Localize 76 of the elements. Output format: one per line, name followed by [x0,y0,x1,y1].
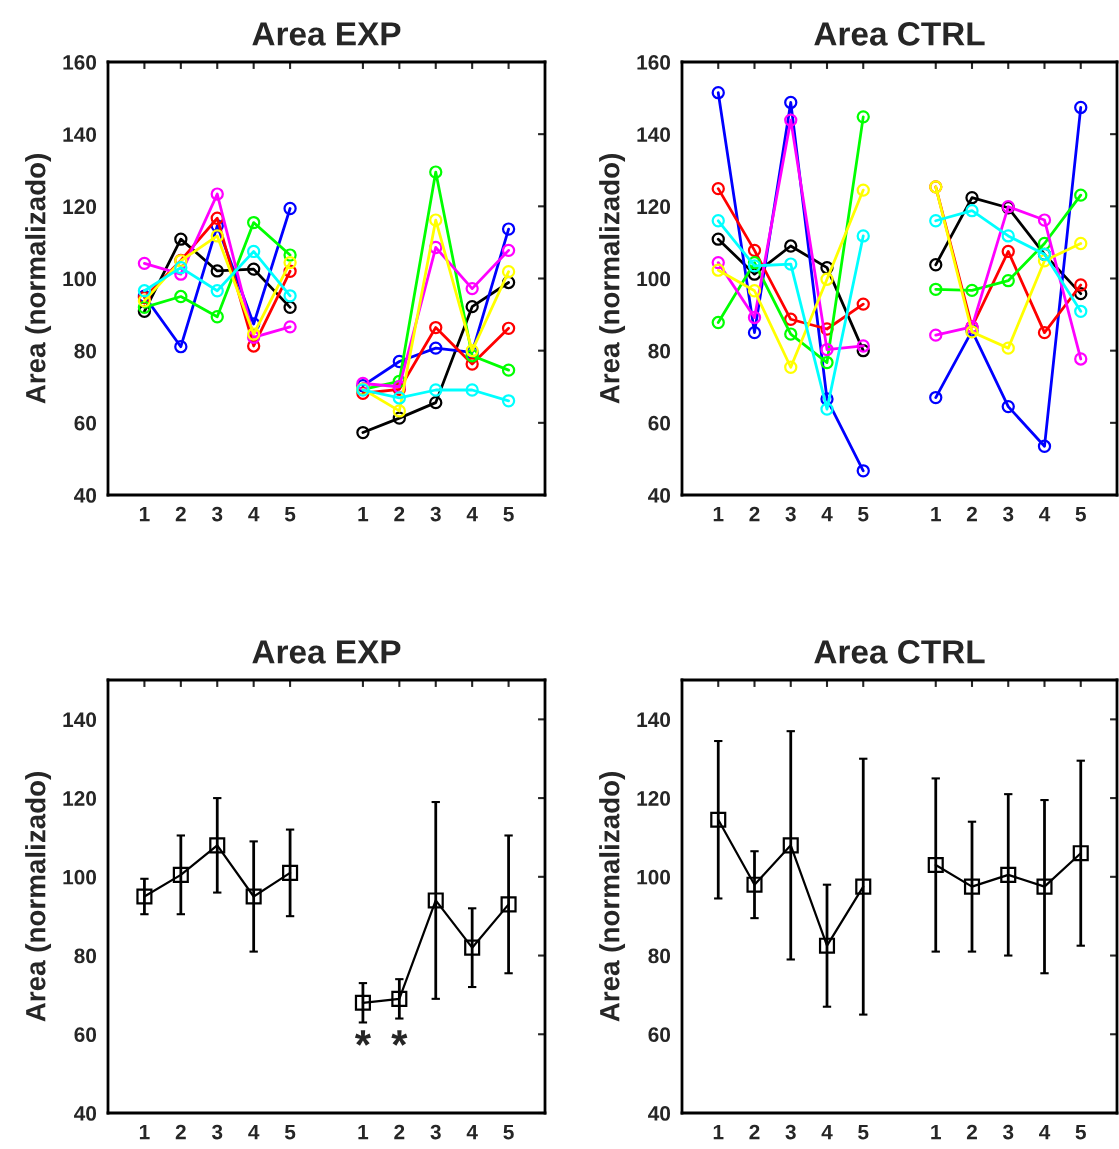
x-tick-label: 3 [785,1124,796,1140]
y-axis-title: Area (normalizado) [599,772,626,1022]
x-tick-label: 2 [175,1124,186,1140]
y-tick-label: 60 [74,1027,97,1043]
x-tick-label: 5 [858,1124,869,1140]
x-tick-label: 5 [503,506,514,522]
annotation: * [354,1030,371,1046]
x-tick-label: 3 [785,506,796,522]
y-tick-label: 140 [637,712,671,728]
x-tick-label: 2 [394,1124,405,1140]
y-tick-label: 60 [648,415,671,431]
annotation: * [391,1030,408,1046]
x-tick-label: 2 [966,1124,977,1140]
y-axis-title: Area (normalizado) [25,154,52,404]
chart-title: Area EXP [252,22,401,46]
y-tick-label: 100 [63,869,97,885]
chart-title: Area CTRL [814,22,985,46]
y-tick-label: 80 [74,343,97,359]
x-tick-label: 1 [358,1124,369,1140]
y-tick-label: 140 [637,127,671,142]
x-tick-label: 1 [931,1124,941,1140]
x-tick-label: 4 [248,506,260,522]
y-tick-label: 100 [637,869,671,885]
y-tick-label: 60 [648,1027,671,1043]
x-tick-label: 5 [503,1124,514,1140]
x-tick-label: 3 [430,506,441,522]
x-tick-label: 2 [966,506,977,522]
x-tick-label: 2 [749,1124,760,1140]
x-tick-label: 3 [1002,1124,1014,1140]
x-tick-label: 2 [394,506,405,522]
y-tick-label: 160 [63,55,97,70]
x-tick-label: 2 [175,506,186,522]
x-tick-label: 5 [1075,1124,1086,1140]
x-tick-label: 4 [248,1124,260,1140]
x-tick-label: 4 [821,1124,833,1140]
chart-title: Area EXP [252,640,401,664]
x-tick-label: 3 [430,1124,441,1140]
y-tick-label: 100 [637,271,671,287]
x-tick-label: 1 [713,1124,724,1140]
x-tick-label: 1 [931,506,941,522]
x-tick-label: 1 [713,506,724,522]
x-tick-label: 5 [858,506,869,522]
y-tick-label: 100 [63,271,97,287]
y-tick-label: 80 [648,948,671,964]
x-tick-label: 3 [211,506,223,522]
x-tick-label: 1 [139,1124,150,1140]
y-tick-label: 80 [74,948,97,964]
y-axis-title: Area (normalizado) [599,154,626,404]
y-tick-label: 120 [63,199,97,215]
y-tick-label: 40 [74,1106,97,1121]
y-tick-label: 60 [74,415,97,431]
y-tick-label: 40 [648,1106,671,1121]
y-tick-label: 120 [63,791,97,806]
y-tick-label: 160 [637,55,671,70]
y-tick-label: 140 [63,127,97,142]
x-tick-label: 5 [1075,506,1086,522]
x-tick-label: 3 [211,1124,223,1140]
x-tick-label: 4 [1039,1124,1051,1140]
x-tick-label: 5 [284,1124,296,1140]
y-axis-title: Area (normalizado) [25,772,52,1022]
y-tick-label: 40 [74,488,97,503]
chart-title: Area CTRL [814,640,985,664]
x-tick-label: 4 [466,506,478,522]
y-tick-label: 80 [648,343,671,359]
x-tick-label: 2 [749,506,760,522]
x-tick-label: 1 [139,506,150,522]
x-tick-label: 1 [358,506,369,522]
x-tick-label: 4 [821,506,833,522]
y-tick-label: 140 [63,712,97,728]
x-tick-label: 3 [1002,506,1014,522]
x-tick-label: 4 [466,1124,478,1140]
y-tick-label: 120 [637,791,671,806]
y-tick-label: 40 [648,488,671,503]
x-tick-label: 4 [1039,506,1051,522]
x-tick-label: 5 [284,506,296,522]
y-tick-label: 120 [637,199,671,215]
